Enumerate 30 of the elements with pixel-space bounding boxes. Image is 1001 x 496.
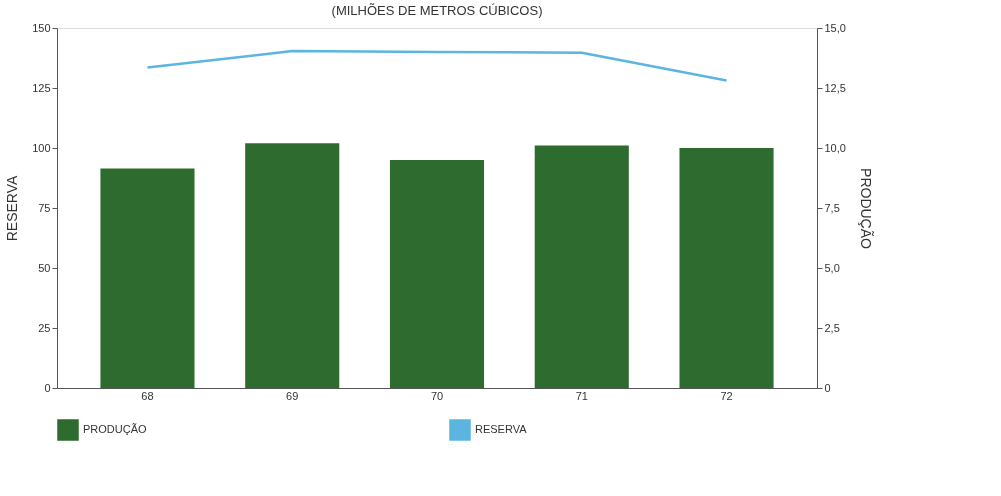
y-tick-label: 75 (38, 201, 51, 214)
legend-label: PRODUÇÃO (83, 423, 148, 435)
y-tick-label: 125 (32, 81, 51, 94)
bar (679, 148, 774, 388)
y-tick-label: 25 (38, 321, 51, 334)
y2-tick-label: 2,5 (824, 321, 840, 334)
y-tick-label: 50 (38, 261, 51, 274)
chart-title: (MILHÕES DE METROS CÚBICOS) (331, 3, 543, 18)
bar (245, 143, 340, 388)
y-axis-title: RESERVA (4, 175, 21, 242)
y-tick-label: 100 (32, 141, 51, 154)
y2-tick-label: 12,5 (824, 81, 846, 94)
bar (100, 168, 195, 388)
x-tick-label: 70 (430, 389, 444, 402)
x-tick-label: 69 (286, 389, 299, 402)
y2-tick-label: 5,0 (824, 261, 840, 274)
y-tick-label: 150 (32, 21, 51, 34)
y2-tick-label: 10,0 (824, 141, 846, 154)
y-tick-label: 0 (44, 381, 51, 394)
y2-axis-title: PRODUÇÃO (857, 168, 874, 250)
line-series (146, 49, 728, 82)
legend-label: RESERVA (475, 423, 528, 435)
x-tick-label: 72 (720, 389, 733, 402)
bar (534, 145, 629, 388)
x-tick-label: 68 (141, 389, 154, 402)
y2-tick-label: 7,5 (824, 201, 840, 214)
bar (389, 160, 485, 388)
y2-tick-label: 0 (824, 381, 831, 394)
y2-tick-label: 15,0 (824, 21, 846, 34)
x-tick-label: 71 (575, 389, 588, 402)
